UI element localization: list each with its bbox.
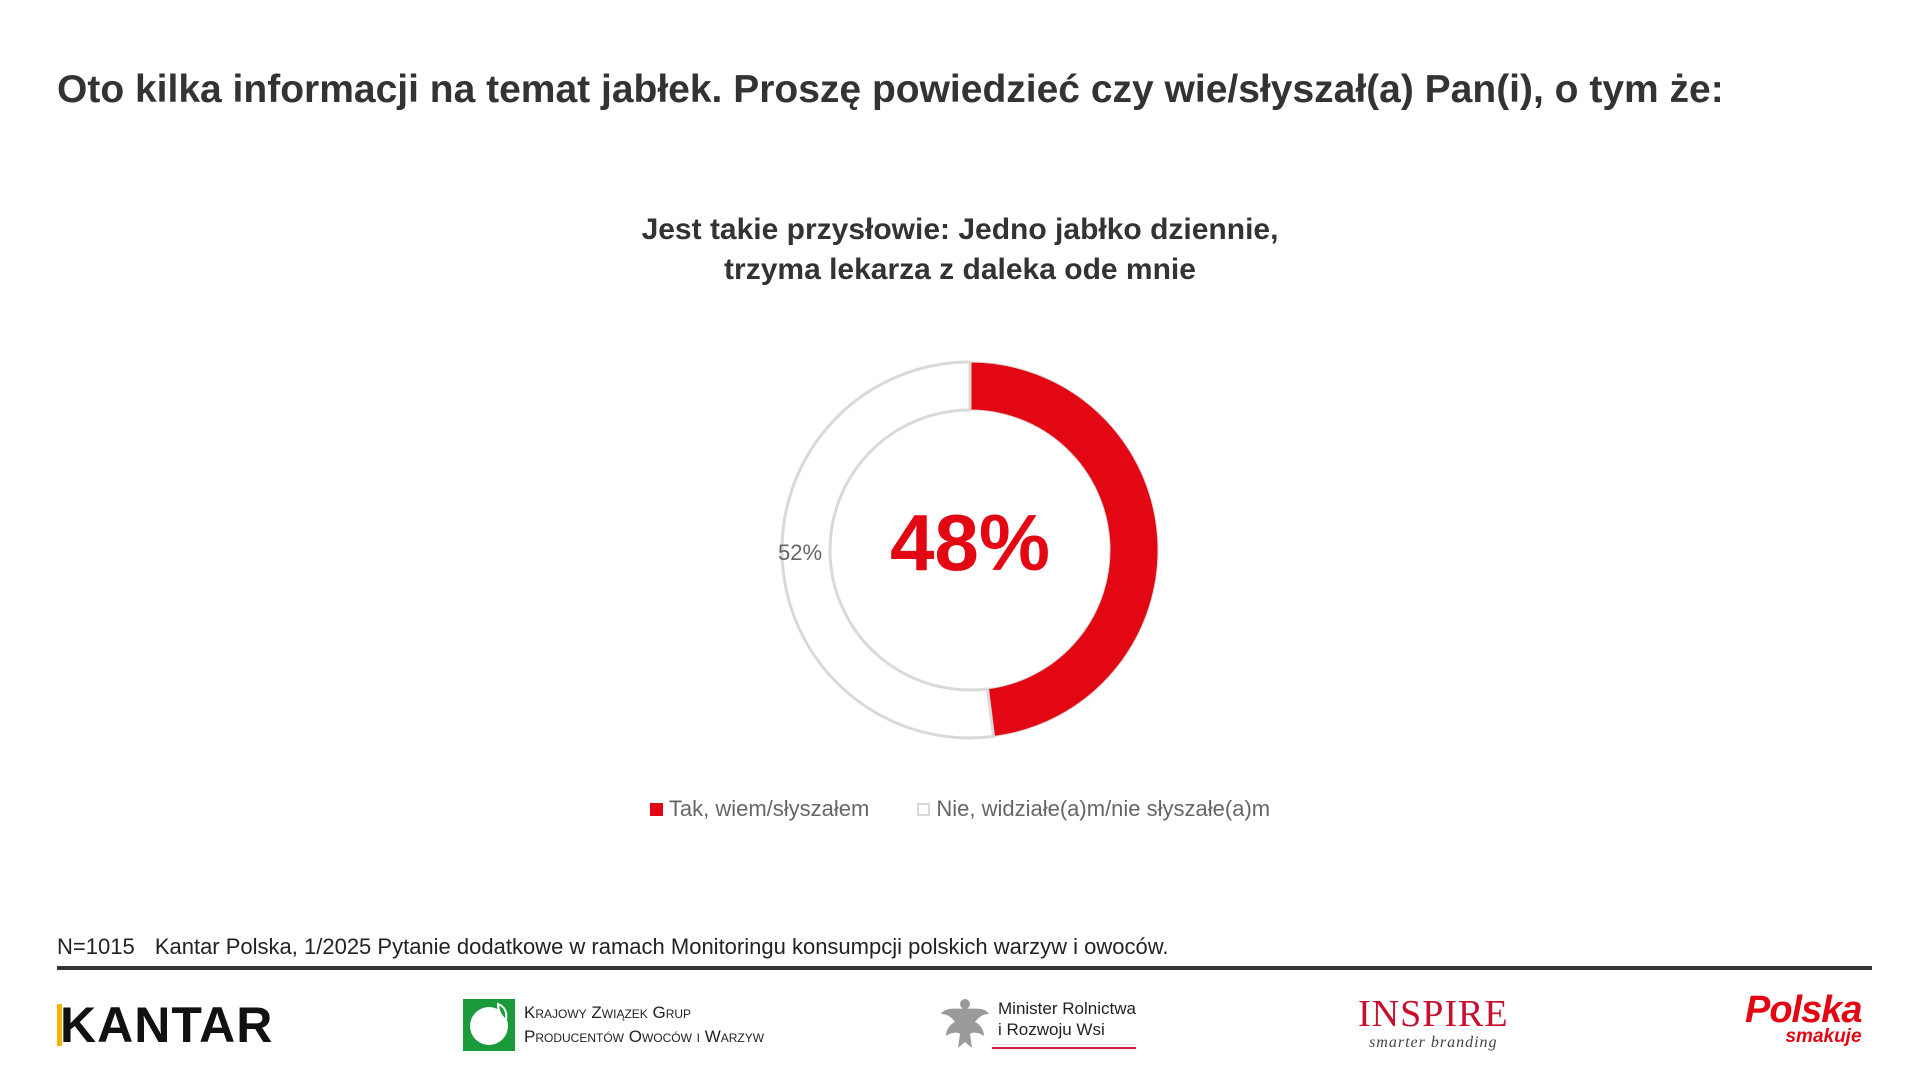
kzgp-line-2: Producentów Owoców i Warzyw	[524, 1027, 765, 1046]
chart-title-line-1: Jest takie przysłowie: Jedno jabłko dzie…	[641, 213, 1279, 246]
donut-center-label: 48%	[890, 498, 1050, 587]
donut-chart: 48% 52%	[778, 360, 1159, 740]
chart-title: Jest takie przysłowie: Jedno jabłko dzie…	[0, 210, 1920, 290]
kantar-logo-text: KANTAR	[60, 997, 274, 1053]
inspire-logo-text: INSPIRE	[1358, 993, 1509, 1035]
legend-label-tak: Tak, wiem/słyszałem	[668, 796, 870, 821]
minister-flag-line	[992, 1043, 1136, 1049]
inspire-tagline: smarter branding	[1369, 1034, 1498, 1051]
kzgp-logo: Krajowy Związek Grup Producentów Owoców …	[462, 998, 764, 1052]
legend-swatch-tak	[649, 802, 663, 816]
inspire-logo: INSPIRE smarter branding	[1358, 994, 1509, 1052]
footer-divider	[57, 966, 1872, 970]
kzgp-line-1: Krajowy Związek Grup	[524, 1003, 692, 1022]
kzgp-logo-icon	[463, 999, 515, 1051]
minister-line-1: Minister Rolnictwa	[998, 998, 1136, 1018]
legend-swatch-nie	[917, 802, 931, 816]
donut-slices	[780, 360, 1159, 740]
polska-logo-tagline: smakuje	[1785, 1026, 1862, 1047]
donut-slice-tak	[969, 361, 1159, 738]
chart-title-line-2: trzyma lekarza z daleka ode mnie	[724, 253, 1196, 286]
polska-logo-text: Polska	[1745, 989, 1863, 1031]
chart-legend: Tak, wiem/słyszałem Nie, widziałe(a)m/ni…	[0, 796, 1920, 822]
eagle-emblem-icon	[941, 999, 989, 1048]
page-title: Oto kilka informacji na temat jabłek. Pr…	[57, 68, 1724, 111]
slice-label-nie: 52%	[778, 540, 822, 565]
kzgp-logo-text: Krajowy Związek Grup Producentów Owoców …	[524, 1001, 764, 1049]
kantar-logo-accent	[57, 1004, 62, 1046]
sample-size: N=1015	[57, 934, 135, 959]
minister-line-2: i Rozwoju Wsi	[998, 1019, 1105, 1039]
footer-note: N=1015 Kantar Polska, 1/2025 Pytanie dod…	[57, 934, 1169, 960]
polska-smakuje-logo: Polska smakuje	[1745, 989, 1863, 1048]
minister-logo: Minister Rolnictwa i Rozwoju Wsi	[938, 994, 1136, 1052]
donut-slice-nie	[780, 360, 996, 740]
minister-logo-text: Minister Rolnictwa i Rozwoju Wsi	[992, 998, 1136, 1049]
source-note: Kantar Polska, 1/2025 Pytanie dodatkowe …	[154, 934, 1169, 959]
legend-item-nie: Nie, widziałe(a)m/nie słyszałe(a)m	[917, 796, 1270, 822]
legend-label-nie: Nie, widziałe(a)m/nie słyszałe(a)m	[936, 796, 1271, 821]
legend-item-tak: Tak, wiem/słyszałem	[649, 796, 870, 822]
kantar-logo: KANTAR	[57, 997, 273, 1053]
